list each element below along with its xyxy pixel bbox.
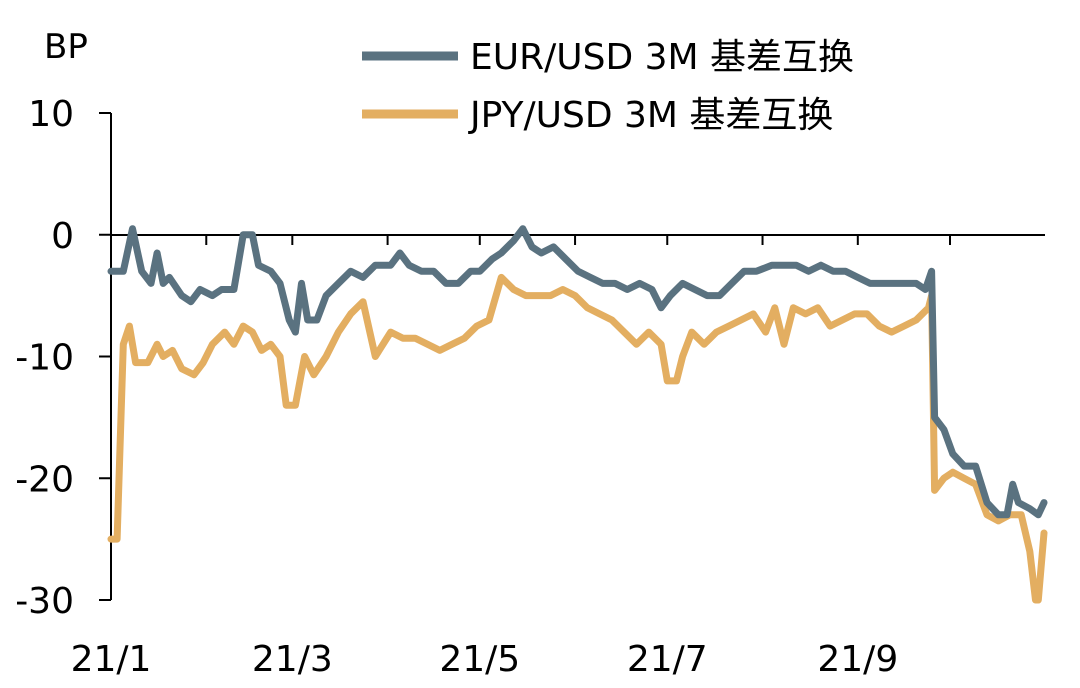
y-tick-label: -30 xyxy=(15,581,74,622)
x-tick-label: 21/7 xyxy=(627,639,708,680)
x-tick-label: 21/9 xyxy=(817,639,898,680)
y-tick-label: 0 xyxy=(51,216,74,257)
plot-area: 10 0 -10 -20 -30 21/1 21/3 21/5 21/7 21/9 xyxy=(15,94,1048,680)
series-line-eur-usd xyxy=(107,225,1048,519)
legend-label-eur: EUR/USD 3M 基差互换 xyxy=(470,37,854,78)
legend: EUR/USD 3M 基差互换 JPY/USD 3M 基差互换 xyxy=(362,37,854,136)
x-tick-label: 21/3 xyxy=(252,639,333,680)
y-tick-label: -20 xyxy=(15,459,74,500)
y-axis-unit-label: BP xyxy=(44,27,88,67)
y-tick-label: 10 xyxy=(28,94,74,135)
series-line-jpy-usd xyxy=(107,273,1048,604)
y-tick-label: -10 xyxy=(15,338,74,379)
legend-label-jpy: JPY/USD 3M 基差互换 xyxy=(468,95,833,136)
x-tick-label: 21/1 xyxy=(71,639,152,680)
x-tick-label: 21/5 xyxy=(439,639,520,680)
